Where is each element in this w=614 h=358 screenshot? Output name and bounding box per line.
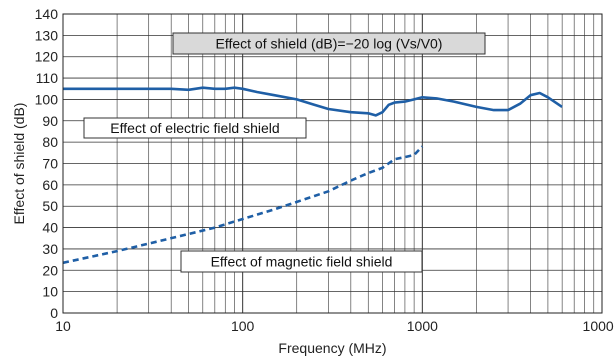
formula-annotation: Effect of shield (dB)=−20 log (Vs/V0) <box>172 32 486 55</box>
annotation-layer: Effect of shield (dB)=−20 log (Vs/V0) Eff… <box>83 32 486 273</box>
x-tick-label: 10000 <box>583 318 614 334</box>
electric-field-annotation-text: Effect of electric field shield <box>110 120 279 136</box>
formula-annotation-text: Effect of shield (dB)=−20 log (Vs/V0) <box>216 36 443 52</box>
magnetic-field-annotation: Effect of magnetic field shield <box>180 250 423 273</box>
y-tick-label: 100 <box>35 91 59 107</box>
x-axis-title: Frequency (MHz) <box>278 340 386 356</box>
y-tick-label: 130 <box>35 27 59 43</box>
electric-field-shield-line <box>63 86 563 117</box>
magnetic-field-annotation-text: Effect of magnetic field shield <box>211 254 393 270</box>
plot-frame <box>62 13 603 314</box>
series-layer <box>62 86 563 265</box>
y-tick-label: 80 <box>42 134 58 150</box>
y-tick-label: 120 <box>35 49 59 65</box>
electric-field-annotation: Effect of electric field shield <box>83 117 307 139</box>
magnetic-field-annotation-box <box>180 250 423 273</box>
y-tick-label: 10 <box>42 284 58 300</box>
y-tick-label: 20 <box>42 262 58 278</box>
y-tick-label: 60 <box>42 177 58 193</box>
y-tick-label: 90 <box>42 113 58 129</box>
y-tick-label: 50 <box>42 198 58 214</box>
y-tick-label: 140 <box>35 6 59 22</box>
y-tick-label: 110 <box>36 70 59 86</box>
formula-annotation-box <box>172 32 486 55</box>
y-tick-label: 30 <box>42 241 58 257</box>
y-tick-label: 0 <box>50 305 58 321</box>
x-tick-label: 10 <box>55 318 71 334</box>
y-tick-label: 70 <box>42 156 58 172</box>
magnetic-field-shield-line <box>62 145 424 265</box>
electric-field-annotation-box <box>83 117 307 139</box>
y-tick-label: 40 <box>42 220 58 236</box>
y-axis-title: Effect of shield (dB) <box>11 103 27 225</box>
x-tick-label: 100 <box>231 318 255 334</box>
x-tick-label: 1000 <box>407 318 438 334</box>
